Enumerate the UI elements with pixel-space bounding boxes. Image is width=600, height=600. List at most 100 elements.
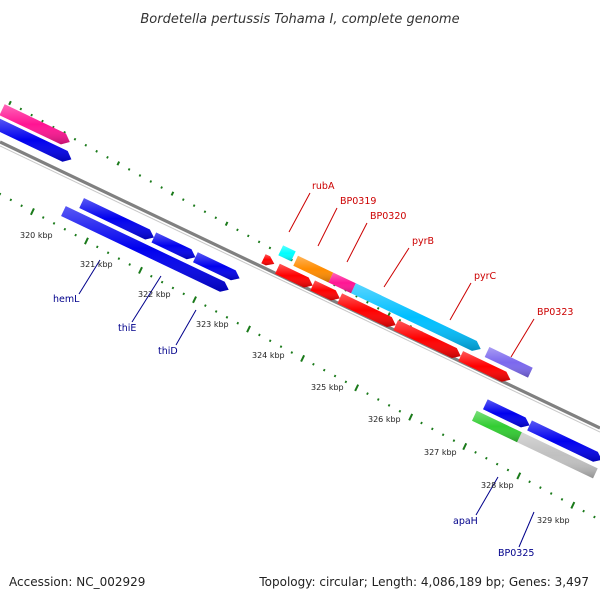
major-tick xyxy=(8,100,12,106)
gene-label-BP0323[interactable]: BP0323 xyxy=(537,307,573,318)
cds-arrow-shade xyxy=(527,420,600,462)
major-tick xyxy=(462,442,468,451)
genome-backbone xyxy=(0,137,600,433)
minor-tick xyxy=(593,515,596,519)
map-title: Bordetella pertussis Tohama I, complete … xyxy=(140,12,459,27)
gene-label-hemL[interactable]: hemL xyxy=(53,294,80,305)
major-tick xyxy=(84,237,89,245)
cds-arrow-shade xyxy=(261,254,275,266)
major-tick xyxy=(192,296,197,304)
cds-arrow-shade xyxy=(151,232,196,260)
cds-arrow-shade xyxy=(458,351,511,382)
minor-tick xyxy=(52,221,56,225)
minor-tick xyxy=(290,351,294,354)
inner-tick-ring xyxy=(0,192,596,519)
accession-text: Accession: NC_002929 xyxy=(9,575,145,589)
minor-tick xyxy=(63,227,67,231)
minor-tick xyxy=(204,304,207,307)
major-tick xyxy=(30,208,35,216)
major-tick xyxy=(354,384,360,392)
major-tick xyxy=(116,161,121,166)
gene-label-BP0319[interactable]: BP0319 xyxy=(340,196,376,207)
minor-tick xyxy=(171,286,175,290)
gene-label-apaH[interactable]: apaH xyxy=(453,516,478,527)
feature-track xyxy=(0,104,600,479)
minor-tick xyxy=(160,186,163,189)
minor-tick xyxy=(74,233,77,237)
cds-arrow-shade xyxy=(193,252,240,281)
leader-line xyxy=(317,207,338,247)
leader-line xyxy=(346,222,368,263)
minor-tick xyxy=(214,216,218,220)
gene-label-pyrB[interactable]: pyrB xyxy=(412,236,434,247)
leader-line xyxy=(518,511,535,548)
minor-tick xyxy=(84,143,88,147)
minor-tick xyxy=(236,321,240,325)
gene-label-pyrC[interactable]: pyrC xyxy=(474,271,497,282)
minor-tick xyxy=(387,404,391,407)
gene-label-BP0320[interactable]: BP0320 xyxy=(370,211,406,222)
cds-arrow-shade xyxy=(310,280,340,301)
minor-tick xyxy=(20,204,23,208)
minor-tick xyxy=(344,380,348,384)
minor-tick xyxy=(138,174,142,177)
kbp-label: 324 kbp xyxy=(252,351,285,360)
minor-tick xyxy=(257,240,261,244)
major-tick xyxy=(300,354,306,363)
cds-box-shade xyxy=(484,347,533,378)
cds-arrow-shade xyxy=(483,399,530,428)
minor-tick xyxy=(95,149,98,153)
leader-line xyxy=(383,247,410,288)
minor-tick xyxy=(95,245,99,249)
minor-tick xyxy=(312,362,315,366)
minor-tick xyxy=(495,462,499,466)
gene-label-thiE[interactable]: thiE xyxy=(118,323,136,334)
minor-tick xyxy=(376,398,380,401)
kbp-label: 328 kbp xyxy=(481,481,514,490)
leader-line xyxy=(175,309,197,346)
leader-line xyxy=(288,192,311,233)
minor-tick xyxy=(41,216,45,219)
minor-tick xyxy=(376,306,380,310)
major-tick xyxy=(224,221,229,227)
minor-tick xyxy=(322,368,326,372)
kbp-label: 326 kbp xyxy=(368,415,401,424)
minor-tick xyxy=(452,439,456,443)
minor-tick xyxy=(192,204,196,208)
minor-tick xyxy=(236,228,239,232)
minor-tick xyxy=(549,492,553,495)
leader-line xyxy=(510,318,535,358)
cds-arrow-shade xyxy=(275,263,313,288)
label-leader-lines xyxy=(78,192,535,548)
minor-tick xyxy=(560,497,564,501)
major-tick xyxy=(246,325,251,333)
minor-tick xyxy=(528,480,531,484)
leader-line xyxy=(78,259,101,295)
minor-tick xyxy=(149,180,153,183)
minor-tick xyxy=(441,433,445,437)
cds-box-shade xyxy=(278,245,296,262)
kbp-label: 320 kbp xyxy=(20,231,53,240)
major-tick xyxy=(570,501,576,509)
major-tick xyxy=(138,266,143,274)
minor-tick xyxy=(9,198,13,202)
minor-tick xyxy=(431,427,434,431)
kbp-label: 321 kbp xyxy=(80,260,113,269)
minor-tick xyxy=(366,300,369,304)
gene-label-BP0325[interactable]: BP0325 xyxy=(498,548,534,559)
minor-tick xyxy=(128,263,131,266)
kbp-label: 322 kbp xyxy=(138,290,171,299)
minor-tick xyxy=(225,315,229,319)
minor-tick xyxy=(268,246,272,250)
kbp-label: 325 kbp xyxy=(311,383,344,392)
cds-arrow-shade xyxy=(337,293,396,327)
leader-line xyxy=(449,282,472,321)
gene-label-rubA[interactable]: rubA xyxy=(312,181,335,192)
gene-label-thiD[interactable]: thiD xyxy=(158,346,178,357)
minor-tick xyxy=(214,310,218,313)
minor-tick xyxy=(279,345,283,349)
minor-tick xyxy=(506,468,510,472)
minor-tick xyxy=(30,113,33,117)
minor-tick xyxy=(333,374,337,378)
major-tick xyxy=(170,191,175,196)
